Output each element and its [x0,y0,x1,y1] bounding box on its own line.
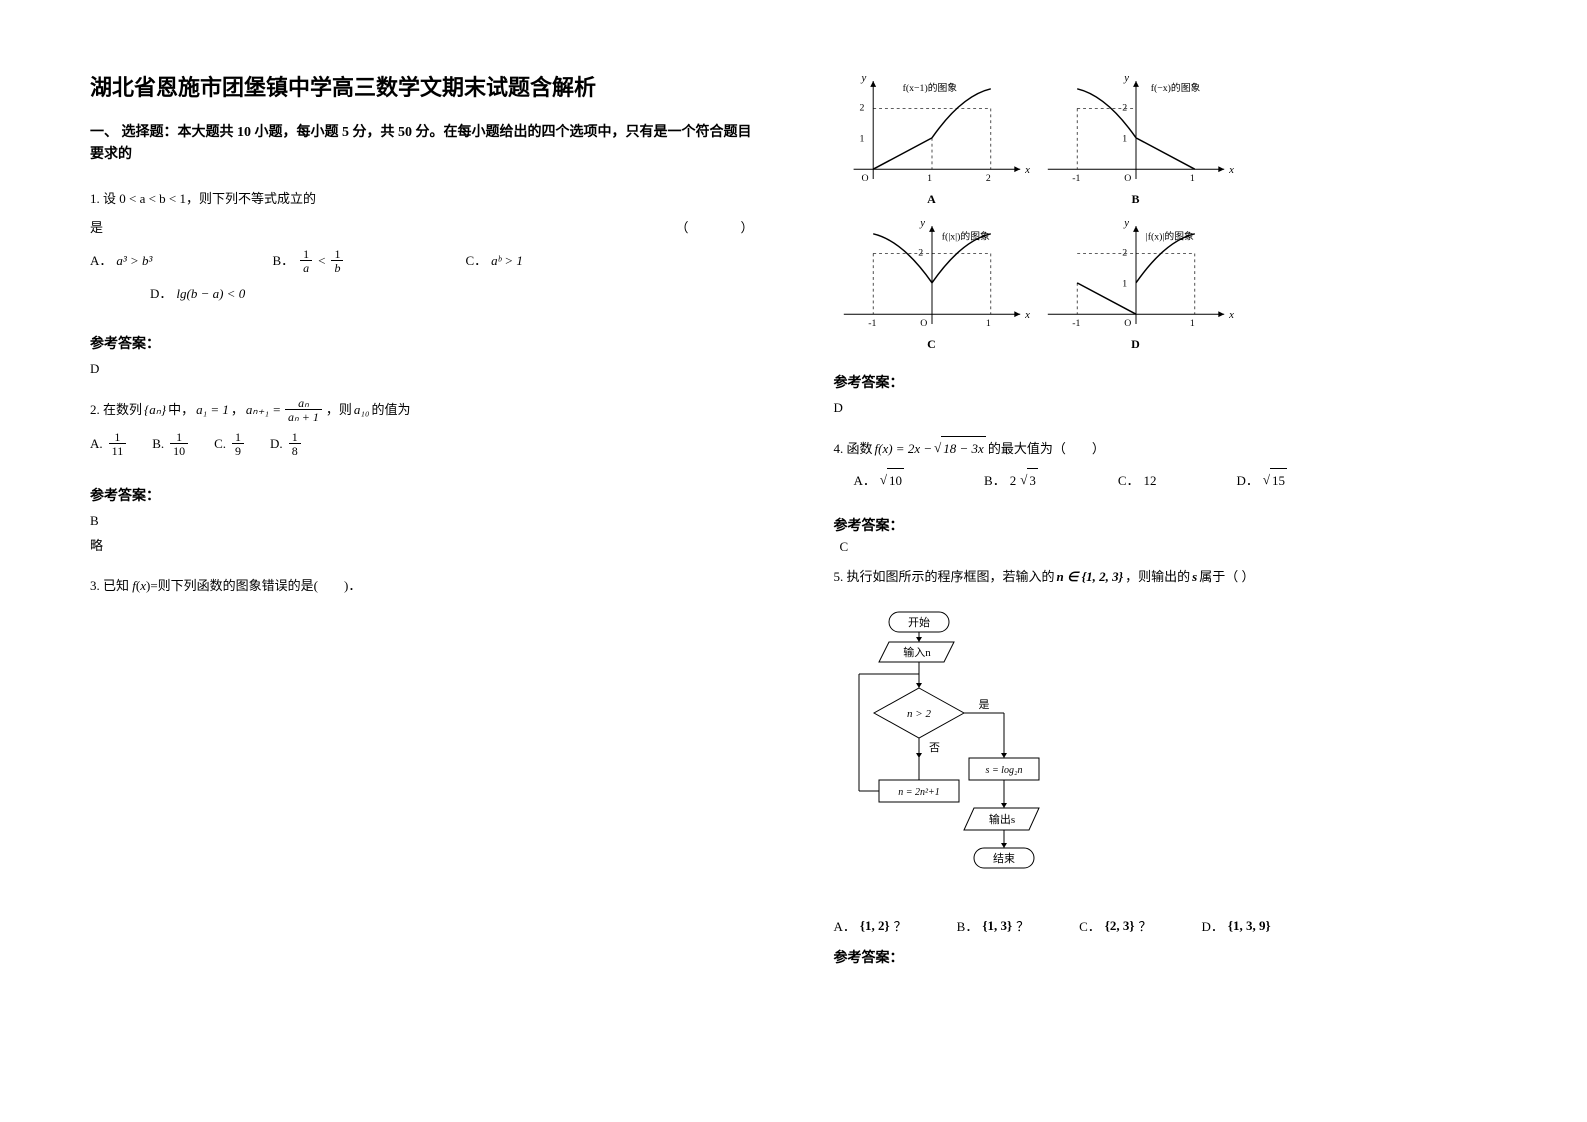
q2-optB: B.110 [152,431,190,457]
question-4: 4. 函数 f(x) = 2x − √18 − 3x 的最大值为（ ） A．√1… [834,436,1498,501]
q2-optA: A.111 [90,431,128,457]
q3-graph-c: x y O -1 1 2 f(|x|)的图象 C [834,215,1030,352]
svg-text:y: y [860,72,866,84]
svg-text:1: 1 [1189,173,1194,184]
svg-text:f(x−1)的图象: f(x−1)的图象 [902,81,957,94]
q5-optA: A．{1, 2}？ [834,916,907,935]
svg-text:n = 2n²+1: n = 2n²+1 [898,787,940,798]
svg-text:x: x [1228,309,1234,321]
svg-text:1: 1 [1189,318,1194,329]
svg-text:2: 2 [1122,102,1127,113]
svg-text:是: 是 [978,698,989,711]
q1-optA: A． a³ > b³ [90,249,152,272]
svg-text:y: y [919,217,925,229]
svg-text:结束: 结束 [993,852,1015,865]
q3-graph-a: x y O 1 2 1 2 f(x−1)的图象 A [834,70,1030,207]
q1-optB: B． 1a < 1b [272,248,345,274]
svg-text:输入n: 输入n [903,645,931,659]
svg-text:输出s: 输出s [988,812,1014,826]
q1-optC: C． aᵇ > 1 [465,249,522,272]
svg-text:1: 1 [985,318,990,329]
q4-optB: B．2√3 [984,468,1038,492]
page-title: 湖北省恩施市团堡镇中学高三数学文期末试题含解析 [90,70,754,102]
svg-text:否: 否 [929,742,940,754]
svg-text:O: O [1124,318,1131,329]
q1-options-row1: A． a³ > b³ B． 1a < 1b C． aᵇ > 1 [90,248,754,274]
svg-text:f(|x|)的图象: f(|x|)的图象 [941,230,989,243]
question-1: 1. 设 0 < a < b < 1，则下列不等式成立的 是 （ ） A． a³… [90,187,754,313]
question-2: 2. 在数列 {aₙ} 中， a₁ = 1 ， aₙ₊₁ = aₙaₙ + 1 … [90,397,754,465]
svg-text:f(−x)的图象: f(−x)的图象 [1150,81,1200,94]
svg-text:1: 1 [859,134,864,145]
svg-text:x: x [1228,164,1234,176]
q3-graph-d: x y O -1 1 1 2 |f(x)|的图象 D [1038,215,1234,352]
svg-text:-1: -1 [868,318,876,329]
q5-answer-label: 参考答案： [834,947,1498,967]
svg-text:2: 2 [985,173,990,184]
q1-answer-label: 参考答案： [90,333,754,353]
svg-text:1: 1 [1122,134,1127,145]
svg-text:s = log₂n: s = log₂n [985,765,1022,776]
svg-text:-1: -1 [1072,318,1080,329]
svg-text:x: x [1024,309,1030,321]
svg-text:2: 2 [1122,247,1127,258]
q1-optD: D． lg(b − a) < 0 [150,282,245,305]
q4-optC: C．12 [1118,469,1157,492]
left-column: 湖北省恩施市团堡镇中学高三数学文期末试题含解析 一、 选择题：本大题共 10 小… [90,70,794,1082]
svg-text:开始: 开始 [908,615,930,629]
svg-text:n > 2: n > 2 [907,708,931,720]
q5-optC: C．{2, 3}？ [1079,916,1151,935]
right-column: x y O 1 2 1 2 f(x−1)的图象 A [794,70,1498,1082]
svg-text:|f(x)|的图象: |f(x)|的图象 [1145,230,1193,243]
q3-graphs: x y O 1 2 1 2 f(x−1)的图象 A [834,70,1234,352]
q5-optB: B．{1, 3}？ [957,916,1029,935]
q2-optC: C.19 [214,431,246,457]
svg-text:x: x [1024,164,1030,176]
q2-optD: D.18 [270,431,303,457]
section-header: 一、 选择题：本大题共 10 小题，每小题 5 分，共 50 分。在每小题给出的… [90,122,754,167]
question-3: 3. 已知 f(x)=则下列函数的图象错误的是( )． [90,574,754,603]
q2-answer: B [90,513,754,529]
svg-text:O: O [1124,173,1131,184]
q1-paren: （ ） [675,216,753,239]
svg-text:2: 2 [918,247,923,258]
q4-options: A．√10 B．2√3 C．12 D．√15 [834,468,1498,492]
svg-text:O: O [920,318,927,329]
q4-answer: C [834,539,1498,555]
svg-text:y: y [1123,217,1129,229]
svg-text:y: y [1123,72,1129,84]
q5-optD: D．{1, 3, 9} [1202,916,1271,935]
q3-answer: D [834,400,1498,416]
q1-answer: D [90,361,754,377]
q3-answer-label: 参考答案： [834,372,1498,392]
q2-options: A.111 B.110 C.19 D.18 [90,431,754,457]
q1-stem: 1. 设 0 < a < b < 1，则下列不等式成立的 [90,191,316,206]
svg-text:O: O [861,173,868,184]
q5-flowchart: 开始 输入n n > 2 是 否 s = log₂n n = 2n²+1 [834,608,1498,898]
q1-stem2: 是 [90,216,103,239]
q2-answer-label: 参考答案： [90,485,754,505]
q1-options-row2: D． lg(b − a) < 0 [90,282,754,305]
q3-graph-b: x y O -1 1 1 2 f(−x)的图象 B [1038,70,1234,207]
q4-optA: A．√10 [854,468,905,492]
q4-answer-label: 参考答案： [834,515,1498,535]
q3-stem: 3. 已知 f(x)=则下列函数的图象错误的是( )． [90,574,754,597]
svg-text:2: 2 [859,102,864,113]
question-5: 5. 执行如图所示的程序框图，若输入的 n ∈ {1, 2, 3} ，则输出的 … [834,565,1498,594]
svg-text:-1: -1 [1072,173,1080,184]
svg-text:1: 1 [1122,279,1127,290]
q4-optD: D．√15 [1237,468,1288,492]
q5-options: A．{1, 2}？ B．{1, 3}？ C．{2, 3}？ D．{1, 3, 9… [834,916,1498,935]
svg-text:1: 1 [927,173,932,184]
q2-note: 略 [90,535,754,554]
